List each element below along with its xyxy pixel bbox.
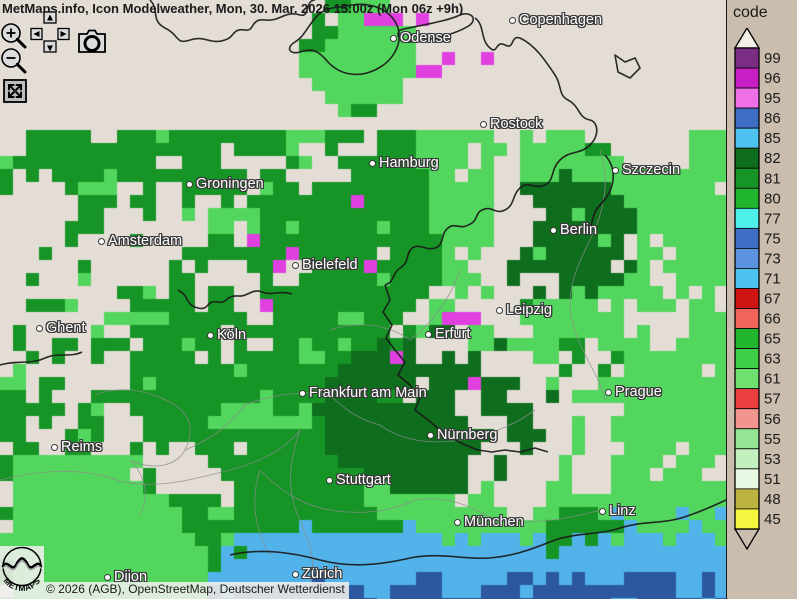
svg-text:61: 61	[764, 371, 781, 388]
svg-text:56: 56	[764, 411, 781, 428]
svg-text:75: 75	[764, 230, 781, 247]
svg-text:71: 71	[764, 270, 781, 287]
svg-text:63: 63	[764, 351, 781, 368]
svg-text:48: 48	[764, 491, 781, 508]
svg-text:77: 77	[764, 210, 781, 227]
svg-text:66: 66	[764, 311, 781, 328]
svg-text:65: 65	[764, 331, 781, 348]
svg-text:67: 67	[764, 291, 781, 308]
svg-text:82: 82	[764, 150, 781, 167]
svg-text:85: 85	[764, 130, 781, 147]
svg-text:METMAPS: METMAPS	[2, 576, 43, 594]
svg-text:96: 96	[764, 70, 781, 87]
svg-text:73: 73	[764, 250, 781, 267]
svg-text:99: 99	[764, 50, 781, 67]
svg-text:57: 57	[764, 391, 781, 408]
svg-text:55: 55	[764, 431, 781, 448]
svg-text:81: 81	[764, 170, 781, 187]
svg-text:51: 51	[764, 471, 781, 488]
svg-text:95: 95	[764, 90, 781, 107]
svg-text:53: 53	[764, 451, 781, 468]
svg-text:45: 45	[764, 511, 781, 528]
svg-text:80: 80	[764, 190, 781, 207]
svg-text:86: 86	[764, 110, 781, 127]
